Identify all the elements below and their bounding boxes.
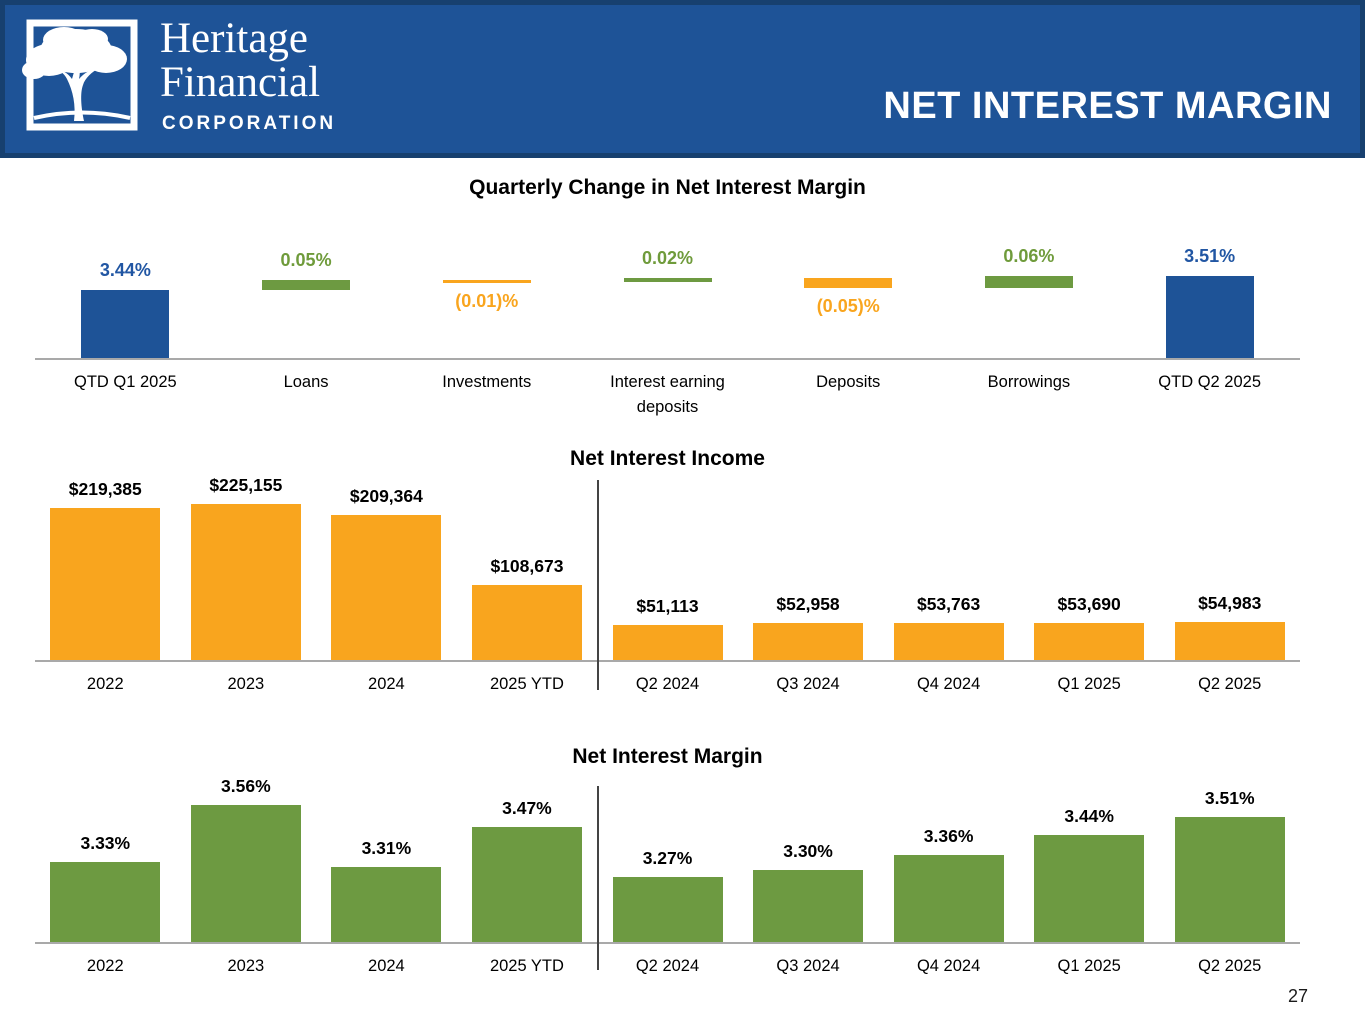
bar bbox=[753, 623, 864, 660]
bar-value-label: 3.27% bbox=[642, 848, 693, 868]
bar bbox=[753, 869, 864, 942]
x-axis-line bbox=[35, 358, 1300, 360]
bar-value-label: (0.05)% bbox=[816, 296, 880, 316]
bar-value-label: (0.01)% bbox=[455, 290, 519, 311]
x-axis-label: Q3 2024 bbox=[776, 675, 840, 693]
x-axis-label: QTD Q1 2025 bbox=[74, 373, 177, 391]
bar-value-label: $219,385 bbox=[68, 479, 142, 500]
bar bbox=[1174, 621, 1285, 660]
waterfall-bar bbox=[984, 276, 1073, 288]
x-axis-label: Q2 2024 bbox=[635, 675, 700, 693]
brand-line-corporation: CORPORATION bbox=[162, 113, 337, 134]
bar bbox=[1034, 834, 1145, 942]
tree-logo-icon bbox=[22, 19, 138, 131]
bar bbox=[1174, 817, 1285, 942]
bar-value-label: $54,983 bbox=[1198, 592, 1262, 613]
page-number: 27 bbox=[1288, 986, 1309, 1006]
bar-value-label: 3.31% bbox=[361, 838, 412, 858]
x-axis-label: Q1 2025 bbox=[1057, 675, 1121, 693]
waterfall-bar bbox=[1165, 276, 1254, 358]
x-axis-label: Q1 2025 bbox=[1057, 957, 1121, 975]
divider-line bbox=[597, 786, 599, 970]
brand-line-financial: Financial bbox=[160, 59, 321, 106]
x-axis-label: Investments bbox=[442, 373, 532, 391]
bar-value-label: $51,113 bbox=[636, 595, 699, 616]
bar-value-label: 3.51% bbox=[1204, 788, 1255, 808]
logo bbox=[22, 15, 142, 135]
bar-value-label: 0.06% bbox=[1003, 246, 1055, 266]
bar-value-label: 3.44% bbox=[1064, 805, 1114, 826]
net-interest-income-chart: $219,385 2022 $225,155 2023 $209,364 2024 $108… bbox=[35, 470, 1300, 712]
bar-value-label: 0.02% bbox=[641, 248, 694, 268]
bar-value-label: 3.44% bbox=[99, 260, 151, 280]
bar bbox=[612, 877, 723, 942]
bar-value-label: 3.56% bbox=[221, 775, 271, 796]
bar bbox=[331, 867, 442, 942]
waterfall-bar bbox=[81, 290, 170, 358]
bar bbox=[1034, 622, 1145, 660]
x-axis-label: QTD Q2 2025 bbox=[1158, 373, 1261, 391]
x-axis-line bbox=[35, 660, 1300, 662]
divider-line bbox=[597, 480, 599, 690]
bar-value-label: $53,763 bbox=[916, 593, 981, 614]
x-axis-label: Borrowings bbox=[987, 373, 1071, 391]
bar-value-label: $209,364 bbox=[349, 486, 423, 507]
x-axis-label: 2023 bbox=[227, 957, 265, 975]
bar-value-label: 3.47% bbox=[502, 798, 552, 818]
x-axis-label: 2025 YTD bbox=[489, 957, 564, 975]
bar-value-label: $108,673 bbox=[490, 555, 564, 576]
waterfall-bar bbox=[262, 280, 351, 290]
x-axis-label: 2025 YTD bbox=[489, 675, 564, 693]
x-axis-label: Deposits bbox=[816, 373, 881, 391]
bar-value-label: 0.05% bbox=[280, 250, 332, 270]
bar-value-label: 3.36% bbox=[923, 825, 974, 846]
waterfall-bar bbox=[804, 278, 893, 288]
net-interest-income-title: Net Interest Income bbox=[570, 447, 765, 470]
bar bbox=[612, 624, 723, 660]
bar-value-label: $53,690 bbox=[1057, 593, 1121, 614]
bar-value-label: 3.33% bbox=[80, 833, 131, 853]
bar bbox=[893, 854, 1004, 942]
x-axis-label: Interest earning deposits bbox=[610, 373, 725, 416]
waterfall-chart-title: Quarterly Change in Net Interest Margin bbox=[469, 176, 866, 199]
x-axis-line bbox=[35, 942, 1300, 944]
bar bbox=[893, 622, 1004, 660]
x-axis-label: Q2 2025 bbox=[1198, 957, 1262, 975]
brand-line-heritage: Heritage bbox=[160, 15, 309, 62]
x-axis-label: 2023 bbox=[227, 675, 265, 693]
bar-value-label: $225,155 bbox=[209, 475, 283, 496]
bar bbox=[190, 804, 301, 942]
x-axis-label: Q4 2024 bbox=[916, 675, 981, 693]
bar-value-label: 3.51% bbox=[1184, 246, 1236, 266]
x-axis-label: 2022 bbox=[86, 957, 124, 975]
waterfall-bar bbox=[623, 278, 712, 282]
slide-title: NET INTEREST MARGIN bbox=[883, 85, 1332, 127]
waterfall-chart: 3.44% QTD Q1 2025 0.05% Loans (0.01)% Investm… bbox=[35, 200, 1300, 432]
net-interest-margin-chart: 3.33% 2022 3.56% 2023 3.31% 2024 3.47% 2025 YTD… bbox=[35, 762, 1300, 1000]
bar bbox=[50, 862, 161, 942]
x-axis-label: Q4 2024 bbox=[916, 957, 981, 975]
waterfall-bar bbox=[442, 280, 531, 283]
x-axis-label: Q2 2024 bbox=[635, 957, 700, 975]
x-axis-label: 2024 bbox=[368, 675, 405, 693]
header: Heritage Financial CORPORATION NET INTER… bbox=[0, 0, 1365, 158]
bar bbox=[190, 504, 301, 660]
x-axis-label: 2022 bbox=[86, 675, 124, 693]
net-interest-margin-title: Net Interest Margin bbox=[572, 745, 763, 768]
bar bbox=[331, 515, 442, 660]
bar bbox=[471, 827, 582, 942]
x-axis-label: Loans bbox=[283, 373, 329, 391]
bar bbox=[50, 508, 161, 660]
brand-text: Heritage Financial CORPORATION bbox=[160, 5, 580, 153]
bar-value-label: $52,958 bbox=[776, 594, 840, 615]
x-axis-label: Q3 2024 bbox=[776, 957, 840, 975]
x-axis-label: 2024 bbox=[368, 957, 405, 975]
bar-value-label: 3.30% bbox=[783, 840, 833, 861]
x-axis-label: Q2 2025 bbox=[1198, 675, 1262, 693]
bar bbox=[471, 584, 582, 660]
